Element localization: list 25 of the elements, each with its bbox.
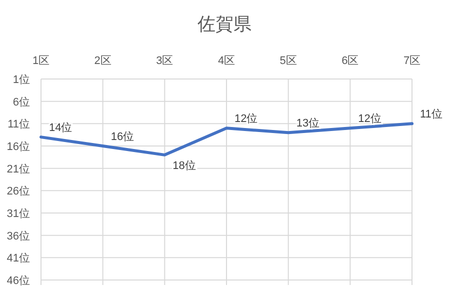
y-tick-label: 36位 xyxy=(6,230,30,242)
x-tick-label: 6区 xyxy=(342,55,359,67)
data-label: 12位 xyxy=(358,113,382,126)
x-tick-label: 5区 xyxy=(280,55,297,67)
data-label: 18位 xyxy=(172,160,196,172)
x-tick-label: 2区 xyxy=(94,55,112,67)
data-label: 14位 xyxy=(49,122,72,134)
data-label: 13位 xyxy=(296,118,320,130)
y-tick-label: 11位 xyxy=(8,118,30,131)
y-tick-label: 26位 xyxy=(6,186,30,198)
x-tick-label: 4区 xyxy=(218,55,236,67)
data-label: 11位 xyxy=(420,108,442,121)
y-tick-label: 31位 xyxy=(6,208,30,220)
x-tick-label: 1区 xyxy=(32,55,50,67)
y-tick-label: 21位 xyxy=(6,163,30,176)
y-tick-label: 16位 xyxy=(6,141,30,153)
x-tick-label: 3区 xyxy=(156,55,174,67)
y-tick-label: 1位 xyxy=(12,74,30,86)
y-tick-label: 41位 xyxy=(6,252,30,265)
y-tick-label: 6位 xyxy=(12,96,30,108)
data-label: 16位 xyxy=(110,131,134,143)
y-tick-label: 46位 xyxy=(6,275,30,287)
x-tick-label: 7区 xyxy=(403,55,421,67)
chart-title: 佐賀県 xyxy=(198,14,252,34)
data-label: 12位 xyxy=(234,113,258,126)
